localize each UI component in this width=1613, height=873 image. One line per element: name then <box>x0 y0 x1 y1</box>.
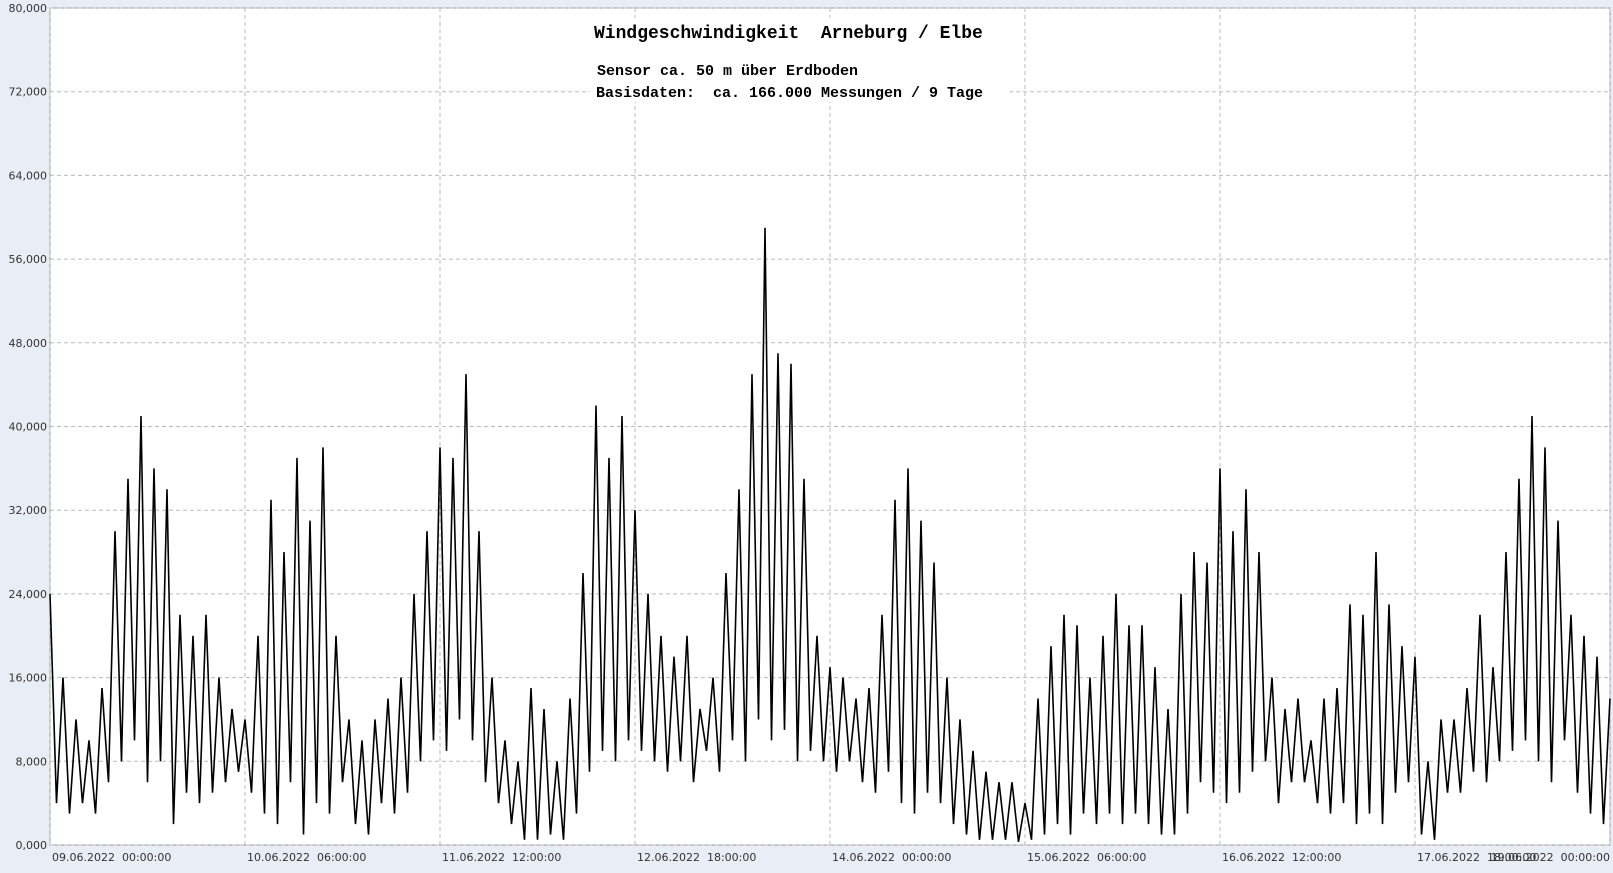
x-tick-label: 10.06.2022 06:00:00 <box>247 851 366 864</box>
data-line <box>49 227 1611 842</box>
subtitle: Sensor ca. 50 m über Erdboden <box>597 63 858 80</box>
x-tick-label: 16.06.2022 12:00:00 <box>1222 851 1341 864</box>
x-tick-label: 11.06.2022 12:00:00 <box>442 851 561 864</box>
x-tick-label: 19.06.2022 00:00:00 <box>1491 851 1610 864</box>
y-tick-label: 24,000 <box>9 588 48 601</box>
y-tick-label: 72,000 <box>9 86 48 99</box>
title-box <box>590 18 1010 102</box>
chart-title: Windgeschwindigkeit Arneburg / Elbe <box>594 24 983 44</box>
x-tick-label: 17.06.2022 18:00:00 <box>1417 851 1536 864</box>
x-tick-label: 14.06.2022 00:00:00 <box>832 851 951 864</box>
x-tick-label: 09.06.2022 00:00:00 <box>52 851 171 864</box>
y-tick-label: 48,000 <box>9 337 48 350</box>
y-tick-label: 64,000 <box>9 169 48 182</box>
x-tick-label: 15.06.2022 06:00:00 <box>1027 851 1146 864</box>
y-tick-label: 0,000 <box>16 839 48 852</box>
y-tick-label: 56,000 <box>9 253 48 266</box>
x-tick-label: 12.06.2022 18:00:00 <box>637 851 756 864</box>
y-tick-label: 8,000 <box>16 755 48 768</box>
y-tick-label: 80,000 <box>9 2 48 15</box>
data <box>49 227 1611 842</box>
y-tick-label: 40,000 <box>9 421 48 434</box>
subtitle: Basisdaten: ca. 166.000 Messungen / 9 Ta… <box>596 85 983 102</box>
y-tick-label: 32,000 <box>9 504 48 517</box>
y-tick-label: 16,000 <box>9 672 48 685</box>
